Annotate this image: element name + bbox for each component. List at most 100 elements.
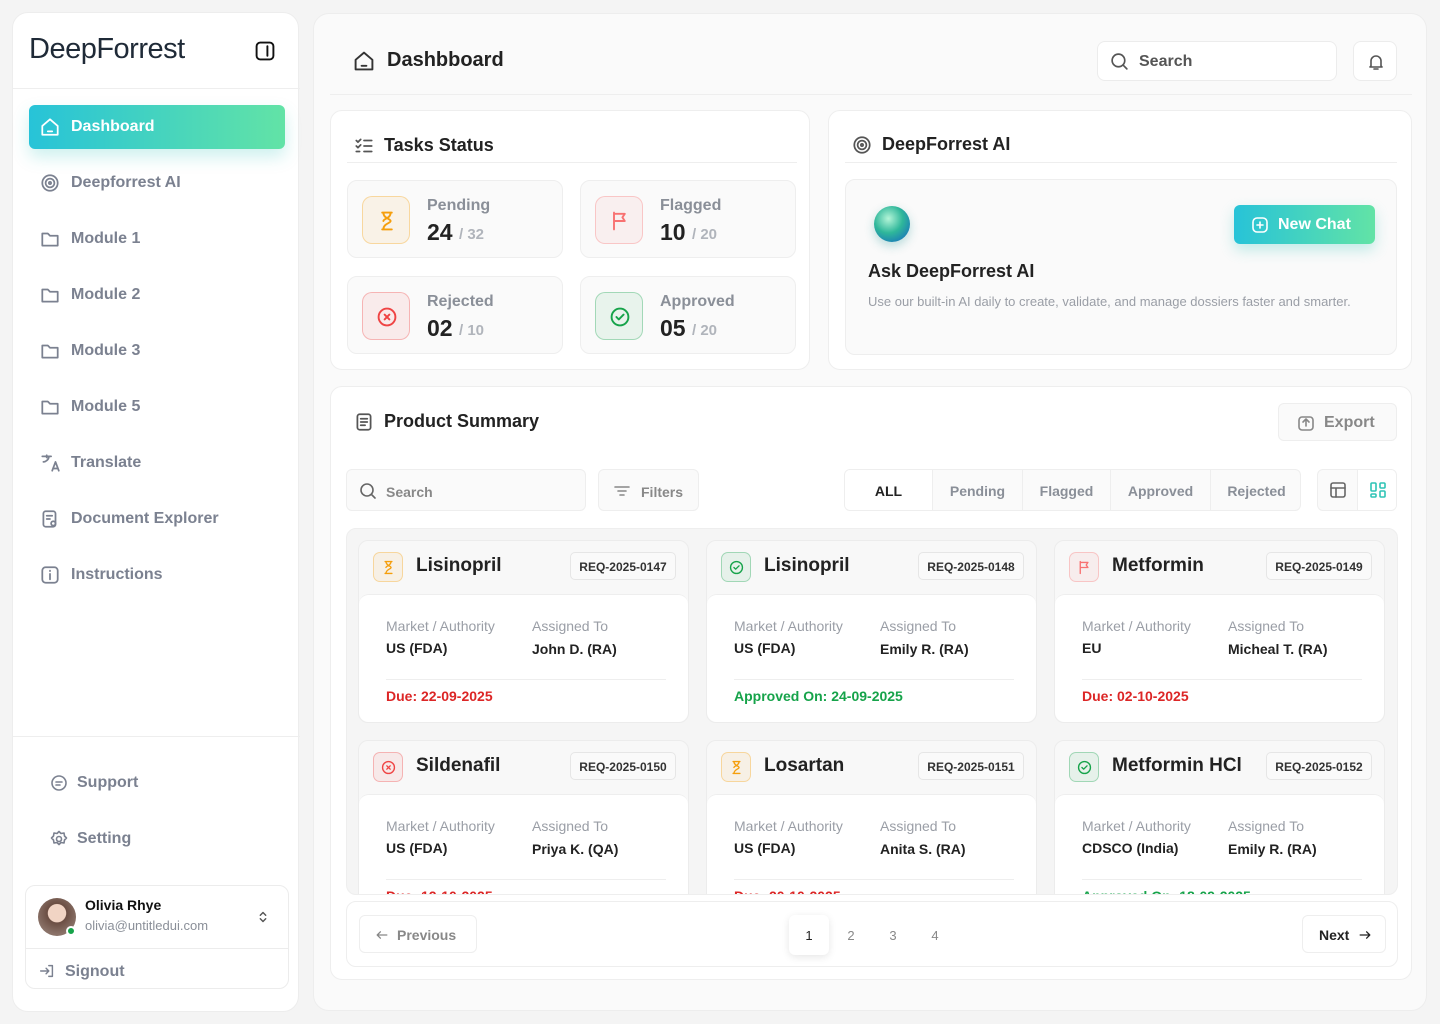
icon-shape [383, 313, 391, 321]
nav-item[interactable]: Instructions [29, 553, 285, 597]
product-name: Sildenafil [416, 755, 501, 776]
nav-item[interactable]: Module 3 [29, 329, 285, 373]
tab[interactable]: Approved [1110, 470, 1210, 510]
icon [39, 564, 61, 586]
status-text: Due: 22-09-2025 [386, 688, 493, 704]
grid-view-button[interactable] [1357, 470, 1396, 510]
icon-shape [1370, 482, 1377, 492]
request-id: REQ-2025-0147 [579, 560, 667, 574]
stat-total: / 20 [692, 322, 718, 339]
page-number: 3 [889, 928, 897, 943]
nav-item[interactable]: Translate [29, 441, 285, 485]
product-item[interactable]: Lisinopril REQ-2025-0147 Market / Authorit… [358, 540, 689, 723]
icon-shape [386, 765, 391, 770]
notification-button[interactable] [1353, 41, 1397, 81]
icon [49, 773, 69, 793]
export-button[interactable]: Export [1278, 403, 1397, 441]
page-button[interactable]: 3 [873, 915, 913, 955]
nav-item[interactable]: Setting [43, 821, 273, 857]
nav-item[interactable]: Deepforrest AI [29, 161, 285, 205]
tab-label: Pending [949, 483, 1006, 499]
card-grid: Lisinopril REQ-2025-0147 Market / Authorit… [346, 528, 1398, 895]
previous-button[interactable]: Previous [359, 915, 477, 953]
icon-shape [41, 232, 59, 247]
product-name: Lisinopril [416, 555, 502, 576]
icon-shape [729, 560, 744, 575]
icon-shape [1256, 221, 1264, 229]
nav-label: Module 1 [71, 230, 141, 247]
icon-graphic [381, 760, 396, 775]
nav-item[interactable]: Module 2 [29, 273, 285, 317]
status-icon-box [373, 552, 403, 582]
filters-button[interactable]: Filters [598, 469, 699, 511]
icon-graphic [729, 560, 744, 575]
product-item[interactable]: Sildenafil REQ-2025-0150 Market / Authorit… [358, 740, 689, 894]
page-button[interactable]: 4 [915, 915, 955, 955]
product-item[interactable]: Metformin REQ-2025-0149 Market / Authority… [1054, 540, 1385, 723]
icon-shape [1302, 418, 1310, 427]
icon-graphic [614, 486, 630, 496]
request-id-badge: REQ-2025-0149 [1266, 552, 1372, 580]
icon-shape [41, 288, 59, 303]
signout[interactable]: Signout [65, 963, 125, 980]
page-button[interactable]: 1 [789, 915, 829, 955]
sidebar: DeepForrest Dashboard Deepforrest AI Module… [12, 12, 300, 1012]
icon-graphic [1330, 482, 1346, 498]
icon-shape [615, 313, 625, 321]
icon [608, 305, 632, 329]
icon [374, 927, 390, 943]
icon-shape [55, 835, 63, 843]
stat-icon-box [595, 292, 643, 340]
product-item[interactable]: Metformin HCl REQ-2025-0152 Market / Autho… [1054, 740, 1385, 894]
stat-total: / 20 [692, 226, 718, 243]
nav-item[interactable]: Support [43, 765, 273, 801]
product-item[interactable]: Losartan REQ-2025-0151 Market / Authority U… [706, 740, 1037, 894]
nav-label: Support [77, 774, 139, 791]
status-text: Due: 12-10-2025 [386, 888, 493, 894]
nav-item[interactable]: Module 1 [29, 217, 285, 261]
icon-shape [376, 931, 388, 939]
icon [39, 228, 61, 250]
icon [253, 39, 277, 63]
icon-graphic [41, 400, 59, 415]
nav-item[interactable]: Document Explorer [29, 497, 285, 541]
next-button[interactable]: Next [1302, 915, 1386, 953]
icon-shape [356, 413, 372, 431]
tab[interactable]: Pending [932, 470, 1022, 510]
user-email: olivia@untitledui.com [85, 918, 209, 933]
search-box[interactable]: Search [346, 469, 586, 511]
button-label: Filters [641, 484, 684, 500]
divider [386, 679, 666, 680]
icon-shape [732, 760, 741, 775]
nav-item[interactable]: Dashboard [29, 105, 285, 149]
product-item[interactable]: Lisinopril REQ-2025-0148 Market / Authorit… [706, 540, 1037, 723]
table-view-button[interactable] [1318, 470, 1357, 510]
product-name: Losartan [764, 755, 845, 776]
icon-shape [1330, 482, 1346, 498]
icon-shape [1379, 482, 1386, 489]
field-label: Assigned To [532, 618, 609, 634]
page-button[interactable]: 2 [831, 915, 871, 955]
button-label: Next [1319, 927, 1350, 943]
icon-graphic [259, 911, 267, 923]
page-number: 1 [805, 928, 813, 943]
tab[interactable]: Rejected [1210, 470, 1300, 510]
field-value: Emily R. (RA) [1228, 841, 1317, 857]
field-value: EU [1082, 640, 1102, 656]
icon-graphic [50, 830, 68, 846]
stat-icon-box [362, 292, 410, 340]
field-value: Emily R. (RA) [880, 641, 969, 657]
search-box[interactable]: Search [1097, 41, 1337, 81]
user-box[interactable]: Olivia Rhye olivia@untitledui.com Signout [25, 885, 289, 989]
tab[interactable]: ALL [845, 470, 932, 510]
icon [1250, 215, 1270, 235]
nav-item[interactable]: Module 5 [29, 385, 285, 429]
icon-shape [1079, 560, 1089, 575]
status-icon-box [373, 752, 403, 782]
tab[interactable]: Flagged [1022, 470, 1110, 510]
icon-graphic [1359, 931, 1371, 939]
new-chat-button[interactable]: New Chat [1234, 205, 1375, 244]
icon-shape [856, 139, 868, 151]
icon-graphic [1370, 482, 1386, 498]
button-label: Export [1324, 414, 1375, 431]
